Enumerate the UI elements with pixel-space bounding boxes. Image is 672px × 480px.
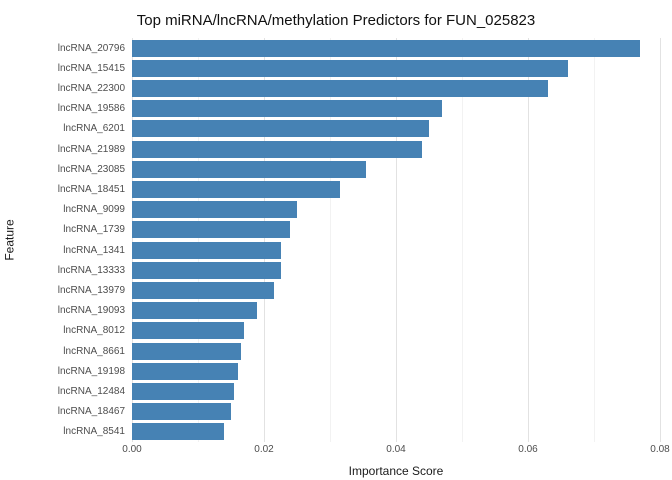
y-tick-label: lncRNA_1739 [63,224,125,236]
bar-lncRNA_19198 [132,362,238,380]
x-tick-label: 0.06 [518,444,538,455]
y-tick-labels: lncRNA_20796 lncRNA_15415 lncRNA_22300 lncR… [20,38,132,442]
bar-row [132,139,660,159]
minor-gridline [198,38,199,442]
x-tick-labels: 0.00 0.02 0.04 0.06 0.08 [122,442,669,458]
major-gridline [528,38,529,442]
bar-row [132,119,660,139]
bar-lncRNA_12484 [132,383,235,401]
bar-lncRNA_15415 [132,59,568,77]
x-tick-label: 0.04 [386,444,406,455]
bar-lncRNA_13333 [132,261,281,279]
y-axis-label-column: Feature [0,38,20,442]
y-tick-label: lncRNA_13979 [57,285,125,297]
major-gridline [660,38,661,442]
y-tick-label: lncRNA_20796 [57,42,125,54]
bar-lncRNA_19093 [132,302,258,320]
bar-lncRNA_18467 [132,403,231,421]
y-tick-label: lncRNA_8661 [63,345,125,357]
y-tick-label: lncRNA_15415 [57,62,125,74]
y-tick-label: lncRNA_23085 [57,163,125,175]
bar-lncRNA_19586 [132,100,443,118]
bar-lncRNA_8541 [132,423,225,441]
bar-row [132,200,660,220]
bar-lncRNA_20796 [132,39,641,57]
x-tick-label: 0.00 [122,444,142,455]
bar-row [132,58,660,78]
y-tick-label: lncRNA_19586 [57,103,125,115]
bar-row [132,361,660,381]
x-tick-label: 0.08 [650,444,670,455]
bar-lncRNA_13979 [132,282,274,300]
y-tick-label: lncRNA_22300 [57,83,125,94]
x-tick-label: 0.02 [254,444,274,455]
plot-area [132,38,661,442]
major-gridline [264,38,265,442]
y-tick-label: lncRNA_8012 [63,325,125,337]
y-tick-label: lncRNA_13333 [57,264,125,276]
y-axis-label: Feature [3,219,18,261]
minor-gridline [594,38,595,442]
bar-lncRNA_1739 [132,221,291,239]
bar-row [132,99,660,119]
bar-lncRNA_6201 [132,120,429,138]
bar-row [132,341,660,361]
bar-row [132,159,660,179]
bar-row [132,179,660,199]
major-gridline [396,38,397,442]
minor-gridline [330,38,331,442]
minor-gridline [462,38,463,442]
bar-row [132,301,660,321]
y-tick-label: lncRNA_8541 [63,426,125,438]
y-tick-label: lncRNA_12484 [57,386,125,398]
major-gridline [132,38,133,442]
y-tick-label: lncRNA_19198 [57,365,125,377]
bar-row [132,260,660,280]
y-tick-label: lncRNA_18451 [57,184,125,196]
x-axis-label: Importance Score [348,464,444,478]
y-tick-label: lncRNA_9099 [63,204,125,216]
y-tick-label: lncRNA_1341 [63,244,125,256]
x-axis-row: 0.00 0.02 0.04 0.06 0.08 [0,442,672,458]
y-tick-label: lncRNA_18467 [57,406,125,418]
bar-lncRNA_8012 [132,322,245,340]
bar-row [132,402,660,422]
bar-lncRNA_9099 [132,201,297,219]
bar-row [132,240,660,260]
y-tick-label: lncRNA_21989 [57,143,125,155]
y-tick-label: lncRNA_19093 [57,305,125,317]
y-tick-label: lncRNA_6201 [63,123,125,135]
bar-lncRNA_21989 [132,140,423,158]
x-axis-spacer [0,442,132,458]
bar-row [132,280,660,300]
bar-row [132,381,660,401]
bar-row [132,78,660,98]
bar-lncRNA_1341 [132,241,281,259]
bar-row [132,220,660,240]
bar-lncRNA_18451 [132,181,340,199]
bar-lncRNA_22300 [132,80,548,97]
bar-row [132,321,660,341]
plot-body: Feature lncRNA_20796 lncRNA_15415 lncRNA_2… [0,38,672,442]
bar-lncRNA_23085 [132,160,367,178]
bar-lncRNA_8661 [132,342,241,360]
bar-row [132,422,660,442]
bar-row [132,38,660,58]
chart-title: Top miRNA/lncRNA/methylation Predictors … [136,12,536,29]
